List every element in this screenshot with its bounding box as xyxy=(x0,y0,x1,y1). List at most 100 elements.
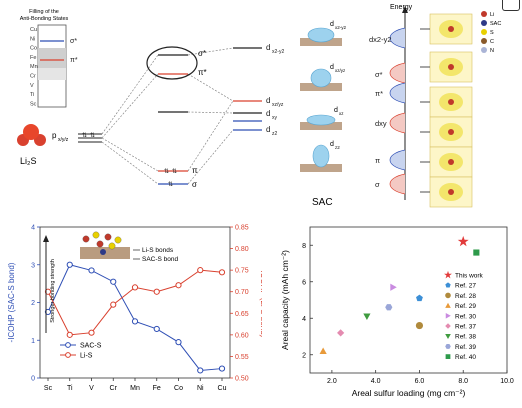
x-tick-label-sc: Sc xyxy=(44,385,53,392)
thumbnail-1 xyxy=(420,51,473,83)
point-li-s-co xyxy=(175,282,182,289)
d-level-x2y2-sub: x2-y2 xyxy=(272,49,284,55)
svg-text:d: d xyxy=(330,21,334,28)
legend-label-ref-29: Ref. 29 xyxy=(455,303,476,310)
x-tick-label-cu: Cu xyxy=(218,385,227,392)
metal-label-mn: Mn xyxy=(30,64,38,70)
point-sac-s-sc xyxy=(44,308,52,316)
right-tick-label: 0.65 xyxy=(235,311,249,318)
point-ref-40 xyxy=(473,249,480,256)
x-tick-label-co: Co xyxy=(174,385,183,392)
svg-text:d: d xyxy=(330,141,334,148)
x-tick-label-fe: Fe xyxy=(153,385,161,392)
dos-peak-0 xyxy=(389,27,406,49)
point-sac-s-co xyxy=(175,339,182,346)
capacity-scatter-chart: 2.0 4.0 6.0 8.0 10.0 2 4 6 8 Areal sulfur loading… xyxy=(280,226,514,398)
svg-text:⇅: ⇅ xyxy=(164,169,169,175)
level-sigma: σ xyxy=(375,180,380,189)
legend-marker-this-work xyxy=(444,270,452,279)
scatter-x-tick-label: 10.0 xyxy=(500,378,514,385)
dos-peak-2 xyxy=(389,82,406,104)
legend-label-li: Li xyxy=(490,12,494,18)
left-tick-label: 4 xyxy=(31,225,35,232)
thumbnail-5 xyxy=(420,176,473,208)
icohp-line-chart: 0 1 2 3 4 0.50 0.55 0.60 0.65 0.70 0.75 0.80 0.85 Sc T… xyxy=(7,225,262,393)
dos-peak-5 xyxy=(389,173,406,195)
legend-marker-ref-28 xyxy=(445,292,451,299)
point-sac-s-ni xyxy=(197,367,204,374)
scatter-ylabel: Areal capacity (mAh cm⁻²) xyxy=(280,250,290,350)
svg-text:xz: xz xyxy=(339,111,344,116)
legend-marker-li-s xyxy=(65,352,71,358)
d-level-z2-sub: z2 xyxy=(272,131,278,137)
point-ref-37 xyxy=(337,329,345,337)
level-pi: π xyxy=(375,156,380,165)
ylabel-left: -ICOHP (SAC-S bond) xyxy=(7,262,16,342)
left-tick-label: 2 xyxy=(31,300,35,307)
legend-label-ref-40: Ref. 40 xyxy=(455,354,476,361)
legend-label-ref-30: Ref. 30 xyxy=(455,313,476,320)
point-sac-s-v xyxy=(88,267,95,274)
svg-text:⇅: ⇅ xyxy=(82,133,87,139)
inset-structure xyxy=(80,231,130,259)
legend-marker-ref-39 xyxy=(445,343,451,349)
scatter-x-tick-label: 4.0 xyxy=(371,378,381,385)
right-tick-label: 0.55 xyxy=(235,354,249,361)
svg-text:x2-y2: x2-y2 xyxy=(335,25,347,30)
legend-label-n: N xyxy=(490,48,494,54)
point-sac-s-mn xyxy=(131,318,139,325)
d-level-xy: d xyxy=(266,109,270,118)
point-li-s-cr xyxy=(110,301,117,308)
svg-text:z2: z2 xyxy=(335,145,340,150)
thumbnail-3 xyxy=(420,116,473,148)
legend-dot-li xyxy=(481,11,487,17)
mo-sigma: σ xyxy=(192,180,197,189)
thumbnail-0 xyxy=(420,13,473,45)
bonding-arrowhead xyxy=(43,235,49,242)
scatter-x-tick-label: 6.0 xyxy=(415,378,425,385)
metal-label-co: Co xyxy=(30,46,37,52)
svg-text:⇅: ⇅ xyxy=(172,169,177,175)
metal-label-fe: Fe xyxy=(30,55,36,61)
scatter-y-tick-label: 4 xyxy=(302,316,306,323)
mo-pi: π xyxy=(192,166,198,175)
legend-dot-n xyxy=(481,47,487,53)
mo-pi-star: π* xyxy=(198,68,207,77)
legend-dot-s xyxy=(481,29,487,35)
sac-orbital-images: d x2-y2 d xz/yz d xz d z2 SAC xyxy=(300,21,347,208)
left-tick-label: 3 xyxy=(31,262,35,269)
atom-legend: Li SAC SCN xyxy=(481,11,501,54)
sac-label: SAC xyxy=(312,197,333,208)
charge-density-thumbnails xyxy=(420,13,473,208)
right-tick-label: 0.85 xyxy=(235,225,249,232)
left-tick-label: 0 xyxy=(31,376,35,383)
point-ref-29 xyxy=(319,347,327,354)
legend-marker-ref-29 xyxy=(445,302,451,308)
point-this-work xyxy=(457,235,469,247)
p-orbital-sub: x/y/z xyxy=(58,137,69,143)
left-tick-label: 1 xyxy=(31,338,35,345)
scatter-xlabel: Areal sulfur loading (mg cm⁻²) xyxy=(352,388,466,398)
svg-text:d: d xyxy=(334,107,338,114)
bonding-arrow-label: Stronger bonding strength xyxy=(50,259,56,323)
legend-marker-ref-37 xyxy=(445,323,451,329)
point-sac-s-ti xyxy=(66,261,73,268)
inset-label-sacs: SAC-S bond xyxy=(142,256,179,263)
legend-label-li-s: Li-S xyxy=(80,353,93,360)
energy-column: Energy dx2-y2 σ* π* dxy π σ xyxy=(369,4,413,200)
mo-sigma-star: σ* xyxy=(198,49,206,58)
metal-label-ni: Ni xyxy=(30,36,35,42)
ylabel-right: -ICOHP (Li-S bond) xyxy=(259,268,262,338)
metal-label-v: V xyxy=(30,83,34,89)
x-tick-label-mn: Mn xyxy=(130,385,140,392)
legend-marker-sac-s xyxy=(65,342,71,348)
dos-peak-3 xyxy=(389,112,406,134)
d-level-x2y2: d xyxy=(266,43,270,52)
right-tick-label: 0.70 xyxy=(235,289,249,296)
legend-label-c: C xyxy=(490,39,494,45)
legend-marker-ref-40 xyxy=(445,354,451,359)
level-pi-star: π* xyxy=(375,89,383,98)
point-li-s-fe xyxy=(153,288,160,295)
legend-dot-c xyxy=(481,38,487,44)
li2s-label: Li₂S xyxy=(20,156,37,166)
